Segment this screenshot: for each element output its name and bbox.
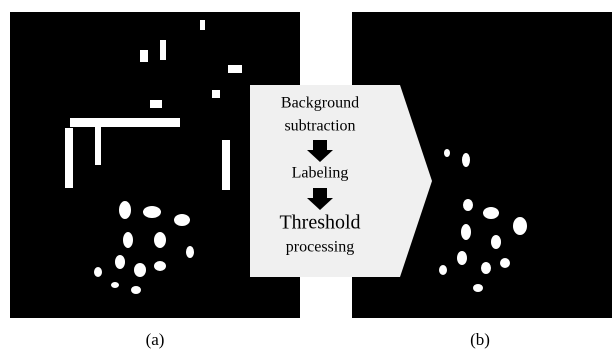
step-text: subtraction <box>284 118 355 135</box>
step-text: Labeling <box>292 165 349 182</box>
step-text: Background <box>281 95 359 112</box>
figure: Background subtraction Labeling Threshol… <box>0 0 612 353</box>
caption: (b) <box>470 330 490 349</box>
step-text: Threshold <box>279 212 360 234</box>
caption: (a) <box>146 330 165 349</box>
step-text: processing <box>286 239 354 256</box>
